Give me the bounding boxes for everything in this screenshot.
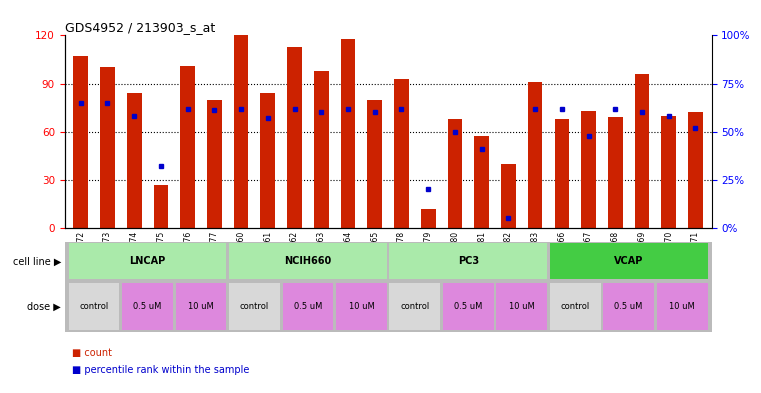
Text: control: control (240, 302, 269, 311)
Text: cell line ▶: cell line ▶ (12, 256, 61, 266)
Text: 0.5 uM: 0.5 uM (133, 302, 162, 311)
Bar (555, 119, 569, 228)
Text: 10 uM: 10 uM (509, 302, 535, 311)
Bar (390, 283, 440, 330)
Bar (443, 283, 494, 330)
Bar (314, 71, 329, 228)
Bar (688, 112, 703, 228)
Bar (394, 79, 409, 228)
Bar (368, 99, 382, 228)
Bar (657, 283, 708, 330)
Text: control: control (400, 302, 429, 311)
Bar (287, 47, 302, 228)
Bar (421, 209, 435, 228)
Bar (550, 283, 600, 330)
Bar (229, 283, 280, 330)
Text: dose ▶: dose ▶ (27, 301, 61, 312)
Text: GDS4952 / 213903_s_at: GDS4952 / 213903_s_at (65, 21, 215, 34)
Text: VCAP: VCAP (614, 256, 643, 266)
Text: ■ percentile rank within the sample: ■ percentile rank within the sample (72, 365, 250, 375)
Bar (341, 39, 355, 228)
Bar (68, 283, 119, 330)
Bar (68, 243, 227, 279)
Bar (336, 283, 387, 330)
Text: control: control (79, 302, 109, 311)
Bar (176, 283, 227, 330)
Bar (501, 164, 516, 228)
Bar (550, 243, 708, 279)
Bar (603, 283, 654, 330)
Bar (127, 93, 142, 228)
Bar (100, 68, 115, 228)
Text: 10 uM: 10 uM (669, 302, 695, 311)
Bar (229, 243, 387, 279)
Bar (635, 74, 649, 228)
Bar (608, 117, 622, 228)
Bar (581, 111, 596, 228)
Bar (73, 56, 88, 228)
Bar (282, 283, 333, 330)
Bar (260, 93, 275, 228)
Bar (474, 136, 489, 228)
Text: control: control (561, 302, 590, 311)
Bar (390, 243, 547, 279)
Text: LNCAP: LNCAP (129, 256, 166, 266)
Text: 0.5 uM: 0.5 uM (454, 302, 482, 311)
Bar (234, 35, 248, 228)
Bar (154, 185, 168, 228)
Bar (207, 99, 221, 228)
Bar (447, 119, 462, 228)
Text: PC3: PC3 (457, 256, 479, 266)
Text: 0.5 uM: 0.5 uM (614, 302, 643, 311)
Bar (528, 82, 543, 228)
Bar (661, 116, 676, 228)
Text: ■ count: ■ count (72, 348, 113, 358)
Text: NCIH660: NCIH660 (285, 256, 332, 266)
Text: 0.5 uM: 0.5 uM (294, 302, 322, 311)
Bar (123, 283, 173, 330)
Text: 10 uM: 10 uM (349, 302, 374, 311)
Bar (180, 66, 195, 228)
Bar (496, 283, 547, 330)
Text: 10 uM: 10 uM (188, 302, 214, 311)
